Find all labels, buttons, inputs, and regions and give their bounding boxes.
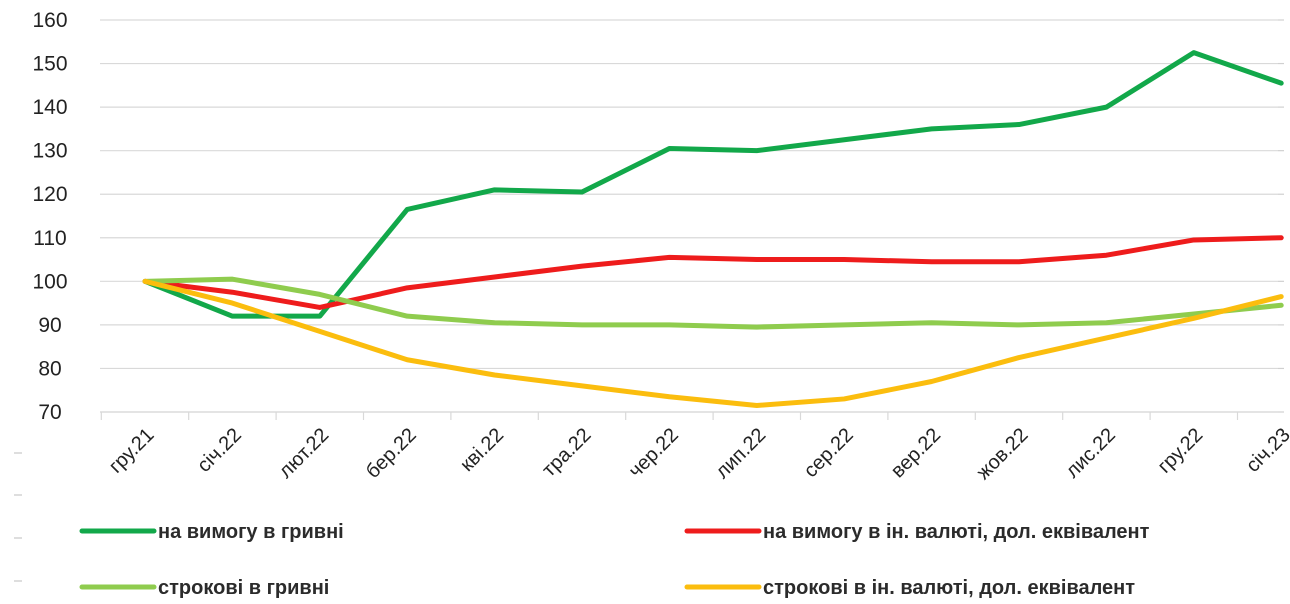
y-tick-label: 160 [32, 9, 67, 32]
x-axis-ticks: гру.21 січ.22 лют.22 бер.22 кві.22 тра.22 чер.… [105, 424, 1290, 484]
x-tick-label: лют.22 [275, 424, 334, 483]
y-tick-label: 80 [38, 357, 61, 380]
x-tick-label: вер.22 [887, 424, 945, 482]
y-tick-label: 110 [33, 227, 66, 250]
series-line-4 [142, 278, 1284, 408]
x-tick-label: тра.22 [538, 424, 595, 481]
y-tick-label: 140 [32, 96, 67, 119]
series-line-3 [142, 276, 1284, 330]
x-tick-label: кві.22 [456, 424, 508, 476]
legend-label: строкові в гривні [158, 577, 329, 599]
y-tick-label: 150 [32, 53, 67, 76]
legend-label: на вимогу в ін. валюті, дол. еквівалент [763, 521, 1150, 543]
y-tick-label: 100 [32, 270, 67, 293]
y-tick-label: 90 [38, 314, 61, 337]
gridlines [100, 19, 1278, 413]
y-tick-label: 120 [32, 183, 67, 206]
x-tick-label: жов.22 [972, 424, 1032, 484]
x-tick-label: гру.22 [1154, 424, 1208, 478]
series-lines [142, 50, 1284, 408]
series-line-1 [142, 50, 1284, 319]
x-tick-label: лис.22 [1061, 424, 1119, 482]
x-tick-label: бер.22 [362, 424, 421, 483]
legend: на вимогу в гривні на вимогу в ін. валюті… [79, 521, 1150, 599]
axes [14, 19, 1284, 582]
series-line-2 [142, 235, 1284, 310]
legend-label: строкові в ін. валюті, дол. еквівалент [763, 577, 1135, 599]
x-tick-label: сер.22 [800, 424, 858, 482]
legend-label: на вимогу в гривні [158, 521, 344, 543]
y-tick-label: 70 [38, 401, 61, 424]
x-tick-label: лип.22 [711, 424, 770, 483]
x-tick-label: січ.23 [1242, 424, 1290, 477]
x-tick-label: січ.22 [193, 424, 246, 477]
y-tick-label: 130 [32, 140, 67, 163]
y-axis-ticks: 70 80 90 100 110 120 130 140 150 160 [32, 9, 67, 424]
x-tick-label: гру.21 [105, 424, 159, 478]
x-tick-label: чер.22 [625, 424, 683, 482]
